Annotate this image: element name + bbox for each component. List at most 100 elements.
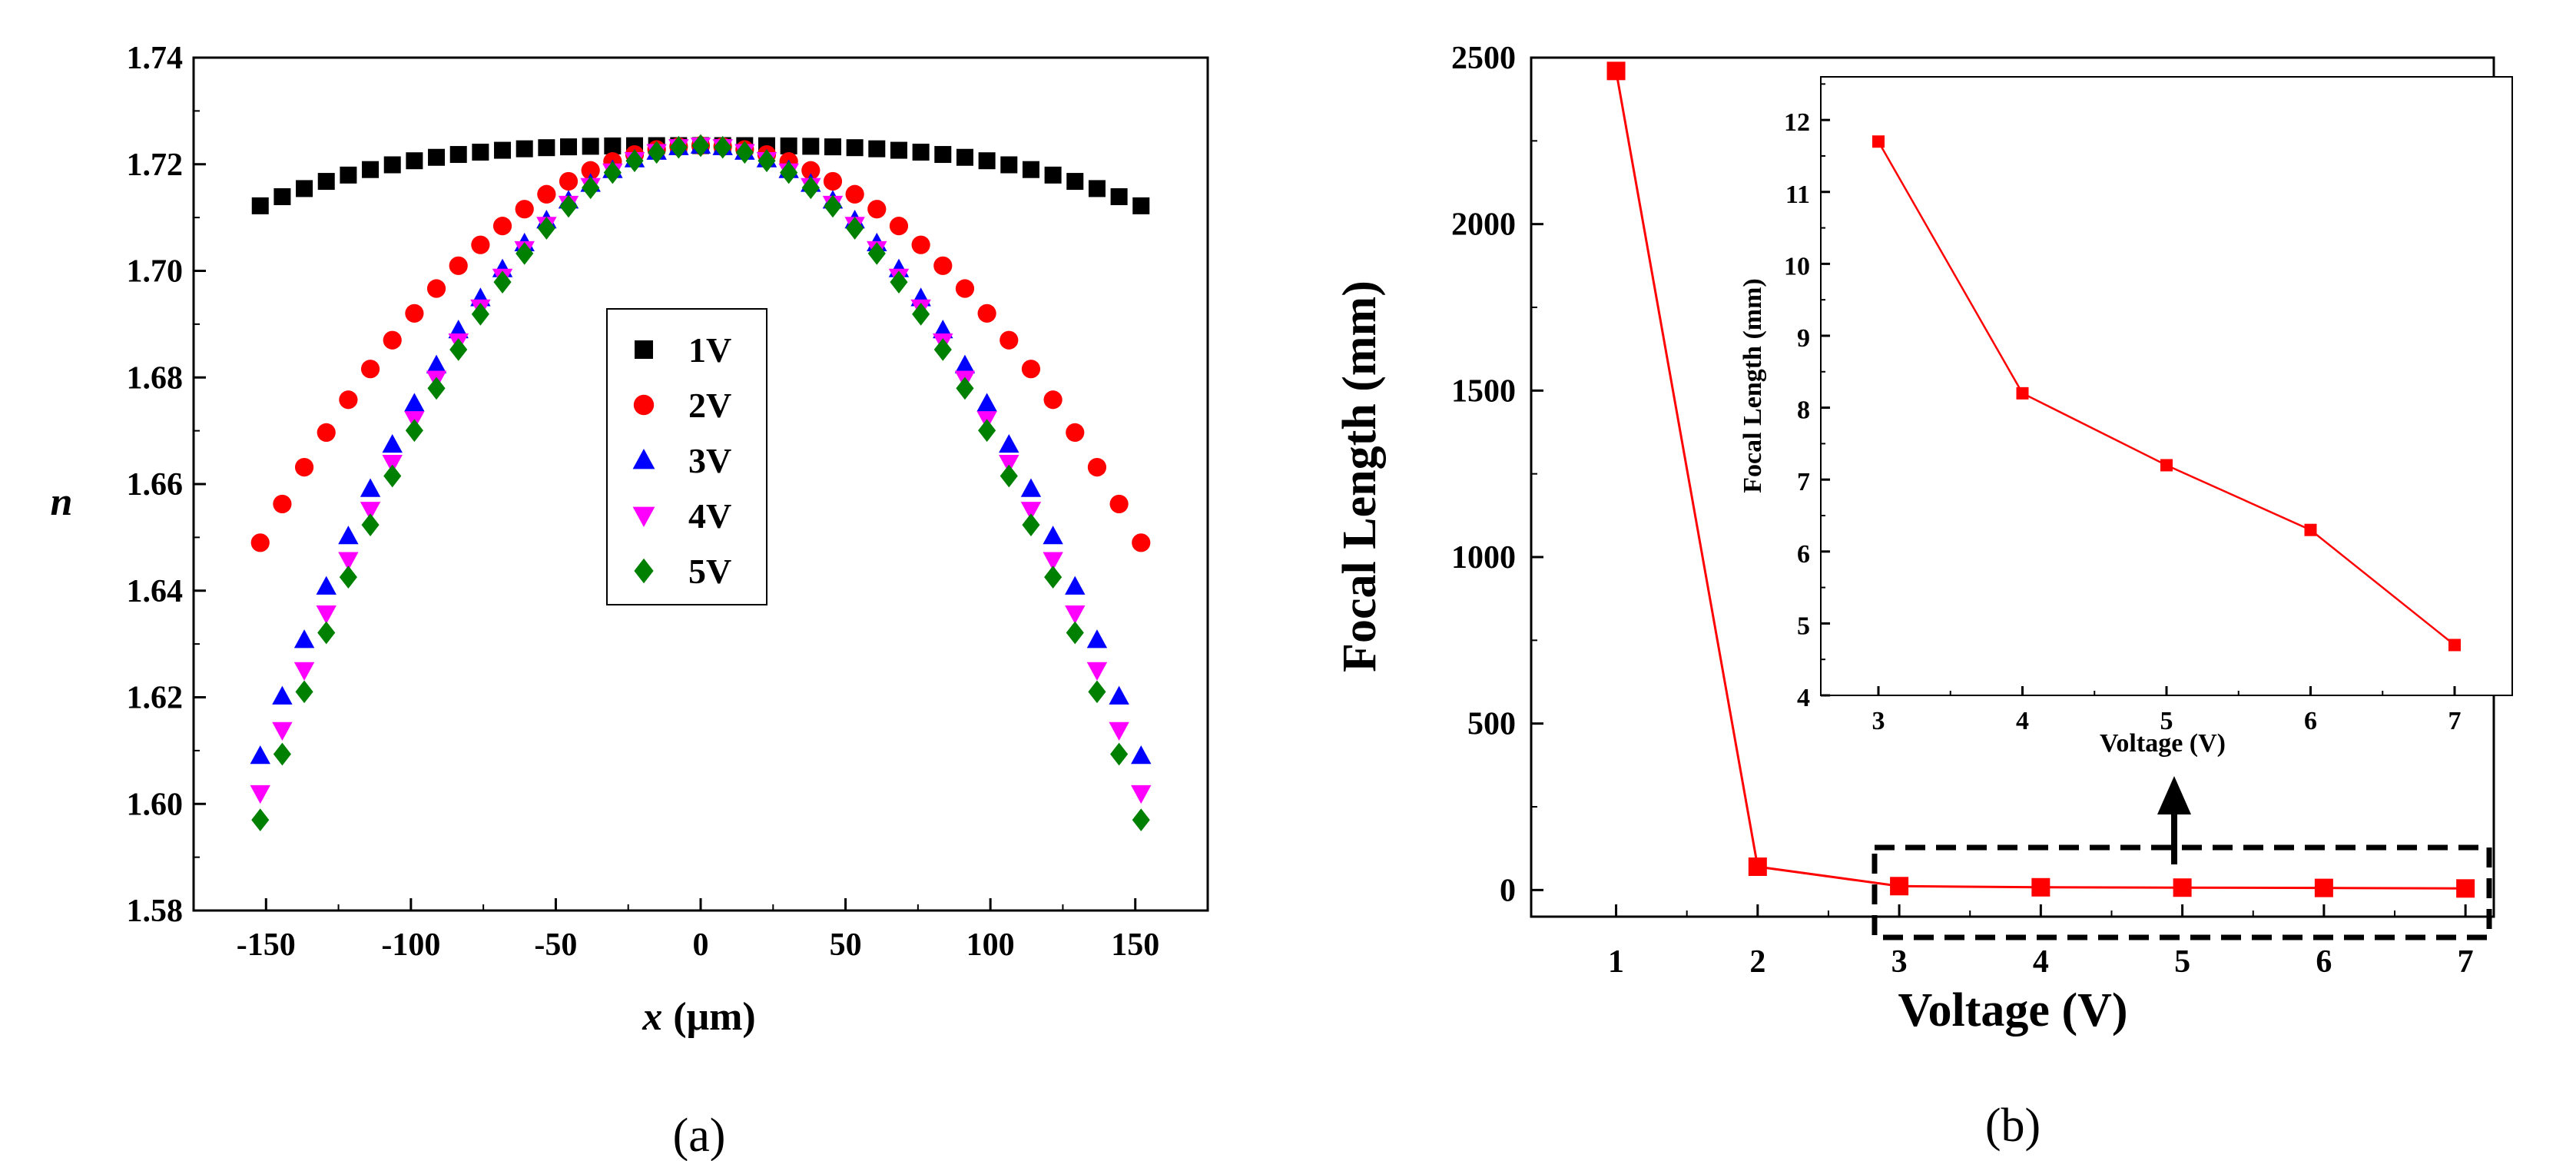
inset-y-tick-label: 9 bbox=[1797, 324, 1810, 353]
data-point-5v bbox=[582, 176, 600, 200]
inset-data-point bbox=[2160, 459, 2173, 472]
data-point-4v bbox=[382, 455, 403, 474]
data-point-1v bbox=[516, 140, 533, 158]
data-point-5v bbox=[801, 176, 820, 200]
data-point-2v bbox=[360, 360, 380, 379]
inset-x-tick-label: 7 bbox=[2448, 707, 2462, 735]
data-point-5v bbox=[867, 242, 886, 265]
data-point-2v bbox=[889, 217, 909, 236]
panel-a-y-tick-label: 1.74 bbox=[127, 41, 184, 76]
inset-x-tick-label: 3 bbox=[1872, 707, 1885, 735]
data-point-3v bbox=[976, 393, 997, 412]
inset-x-axis-label: Voltage (V) bbox=[2100, 729, 2226, 758]
legend-label-4v: 4V bbox=[688, 496, 731, 536]
data-point-3v bbox=[338, 526, 359, 545]
data-point-1v bbox=[472, 143, 489, 161]
panel-a-ticks: 1.58 1.60 1.62 1.64 1.66 1.68 1.70 1.72 1.74 -150… bbox=[127, 41, 1208, 963]
panel-b-x-axis-label: Voltage (V) bbox=[1898, 984, 2127, 1037]
legend-label-3v: 3V bbox=[688, 441, 731, 480]
data-point-5v bbox=[890, 270, 908, 294]
data-point-3v bbox=[1109, 685, 1129, 705]
data-point-1v bbox=[340, 166, 357, 184]
data-point-2v bbox=[405, 304, 424, 323]
data-point-1v bbox=[560, 138, 578, 156]
data-point-3v bbox=[1131, 745, 1152, 765]
panel-b-x-tick-label: 7 bbox=[2458, 944, 2474, 980]
data-point-1v bbox=[912, 143, 930, 161]
data-point-1v bbox=[604, 137, 622, 154]
data-point-3v bbox=[1065, 576, 1086, 595]
data-point-2v bbox=[911, 235, 930, 254]
data-point-5v bbox=[1132, 808, 1150, 831]
panel-a-x-tick-label: 0 bbox=[693, 927, 709, 963]
data-point-1v bbox=[449, 146, 467, 164]
data-point-5v bbox=[1088, 680, 1106, 704]
inset-background bbox=[1821, 77, 2512, 695]
data-point-4v bbox=[360, 502, 381, 521]
data-point-1v bbox=[274, 187, 291, 205]
data-point-5v bbox=[735, 141, 754, 164]
data-point-4v bbox=[250, 785, 270, 804]
data-point-3v bbox=[999, 433, 1019, 453]
data-point-2v bbox=[845, 184, 864, 204]
data-point-3v bbox=[293, 629, 315, 649]
data-point-5v bbox=[449, 338, 468, 361]
inset-y-axis-label: Focal Length (mm) bbox=[1739, 278, 1767, 493]
inset-chart: 4 5 6 7 8 9 10 11 12 3 4 5 6 7 Focal Length (mm) Volt… bbox=[1739, 76, 2513, 758]
data-point-4v bbox=[1043, 552, 1063, 571]
panel-b-data-point bbox=[1748, 857, 1767, 876]
zoom-arrow-head bbox=[2157, 776, 2191, 814]
data-point-1v bbox=[802, 138, 820, 155]
data-point-1v bbox=[1088, 180, 1106, 197]
panel-a-x-tick-label: 150 bbox=[1111, 927, 1159, 963]
data-point-2v bbox=[559, 171, 579, 191]
data-point-2v bbox=[273, 494, 292, 514]
inset-data-point bbox=[2448, 639, 2461, 652]
data-point-4v bbox=[316, 605, 337, 625]
data-point-2v bbox=[1021, 360, 1041, 379]
data-point-4v bbox=[1086, 662, 1108, 681]
panel-b-data-point bbox=[2314, 878, 2333, 897]
data-point-1v bbox=[890, 141, 907, 159]
data-point-5v bbox=[493, 270, 512, 294]
data-point-2v bbox=[1132, 533, 1151, 552]
panel-b-x-tick-label: 6 bbox=[2316, 944, 2332, 980]
data-point-1v bbox=[362, 161, 380, 178]
panel-b-x-tick-label: 1 bbox=[1608, 944, 1624, 980]
inset-data-point bbox=[2304, 523, 2317, 536]
data-point-4v bbox=[999, 455, 1019, 474]
legend-label-2v: 2V bbox=[688, 386, 731, 425]
data-point-5v bbox=[669, 135, 688, 159]
data-point-2v bbox=[471, 235, 490, 254]
panel-a-x-tick-label: 100 bbox=[966, 927, 1015, 963]
data-point-4v bbox=[293, 662, 315, 681]
data-point-2v bbox=[867, 200, 887, 219]
data-point-2v bbox=[977, 304, 996, 323]
data-point-1v bbox=[251, 197, 269, 214]
data-point-2v bbox=[250, 533, 270, 552]
panel-a-y-tick-label: 1.62 bbox=[127, 681, 184, 716]
data-point-5v bbox=[295, 680, 313, 704]
data-point-4v bbox=[1020, 502, 1042, 521]
legend-marker-3v bbox=[632, 449, 655, 469]
data-point-1v bbox=[978, 152, 996, 170]
data-point-5v bbox=[978, 419, 996, 443]
data-point-4v bbox=[1065, 605, 1086, 625]
inset-x-tick-label: 4 bbox=[2016, 707, 2029, 735]
inset-y-tick-label: 4 bbox=[1797, 684, 1810, 712]
data-point-1v bbox=[934, 146, 952, 164]
inset-y-tick-label: 8 bbox=[1797, 396, 1810, 425]
panel-a-y-tick-label: 1.68 bbox=[127, 360, 184, 396]
data-point-2v bbox=[383, 330, 402, 350]
data-point-2v bbox=[317, 423, 336, 442]
data-point-5v bbox=[1110, 742, 1129, 766]
data-point-1v bbox=[1022, 161, 1039, 178]
data-point-1v bbox=[494, 141, 512, 159]
data-point-5v bbox=[912, 303, 930, 326]
legend-marker-5v bbox=[634, 558, 654, 584]
data-point-5v bbox=[405, 419, 423, 443]
panel-b-x-tick-label: 5 bbox=[2174, 944, 2190, 980]
data-point-2v bbox=[1066, 423, 1085, 442]
panel-a-x-axis-unit: (μm) bbox=[673, 995, 755, 1039]
